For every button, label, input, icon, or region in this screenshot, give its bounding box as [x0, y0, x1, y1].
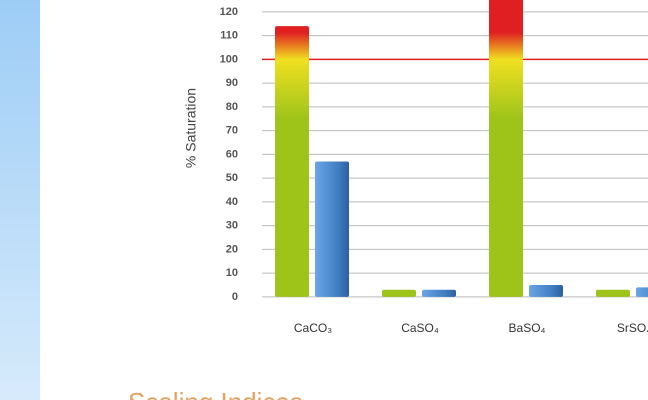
y-axis-label: % Saturation: [183, 88, 199, 168]
y-tick-label: 60: [226, 148, 238, 160]
x-tick-label: SrSO₄: [617, 321, 648, 335]
bar: [489, 0, 523, 297]
bar: [636, 287, 648, 297]
y-tick-label: 10: [226, 267, 238, 279]
side-strip: [0, 0, 40, 400]
bar: [315, 161, 349, 297]
y-tick-label: 20: [226, 243, 238, 255]
y-tick-label: 120: [220, 6, 238, 18]
y-tick-label: 100: [220, 53, 238, 65]
bar: [275, 26, 309, 297]
y-tick-label: 40: [226, 196, 238, 208]
y-tick-label: 30: [226, 220, 238, 232]
bar: [382, 289, 416, 297]
y-tick-label: 80: [226, 101, 238, 113]
y-tick-label: 0: [232, 291, 238, 303]
y-tick-label: 110: [220, 30, 238, 42]
x-tick-label: CaCO₃: [294, 321, 332, 335]
y-tick-label: 90: [226, 77, 238, 89]
y-tick-label: 50: [226, 172, 238, 184]
bar: [422, 289, 456, 297]
caption: Scaling Indices: [128, 387, 303, 400]
y-tick-label: 70: [226, 125, 238, 137]
bar: [529, 284, 563, 297]
x-tick-label: BaSO₄: [509, 321, 546, 335]
bar: [596, 289, 630, 297]
x-tick-label: CaSO₄: [401, 321, 439, 335]
